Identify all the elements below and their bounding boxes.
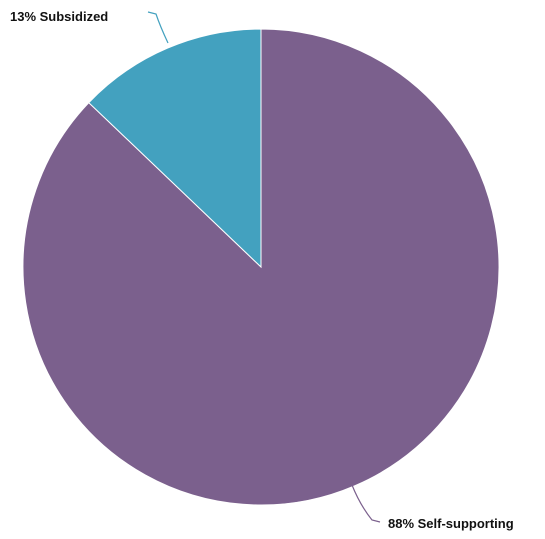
leader-line-subsidized <box>147 11 169 44</box>
pie-slice-self-supporting <box>22 28 500 506</box>
pie-slices <box>22 28 500 506</box>
leader-line-self-supporting <box>351 484 381 523</box>
slice-label-subsidized: 13% Subsidized <box>10 9 108 24</box>
leader-lines <box>147 11 381 523</box>
pie-slice-subsidized <box>88 28 262 269</box>
slice-label-self-supporting: 88% Self-supporting <box>388 516 514 531</box>
